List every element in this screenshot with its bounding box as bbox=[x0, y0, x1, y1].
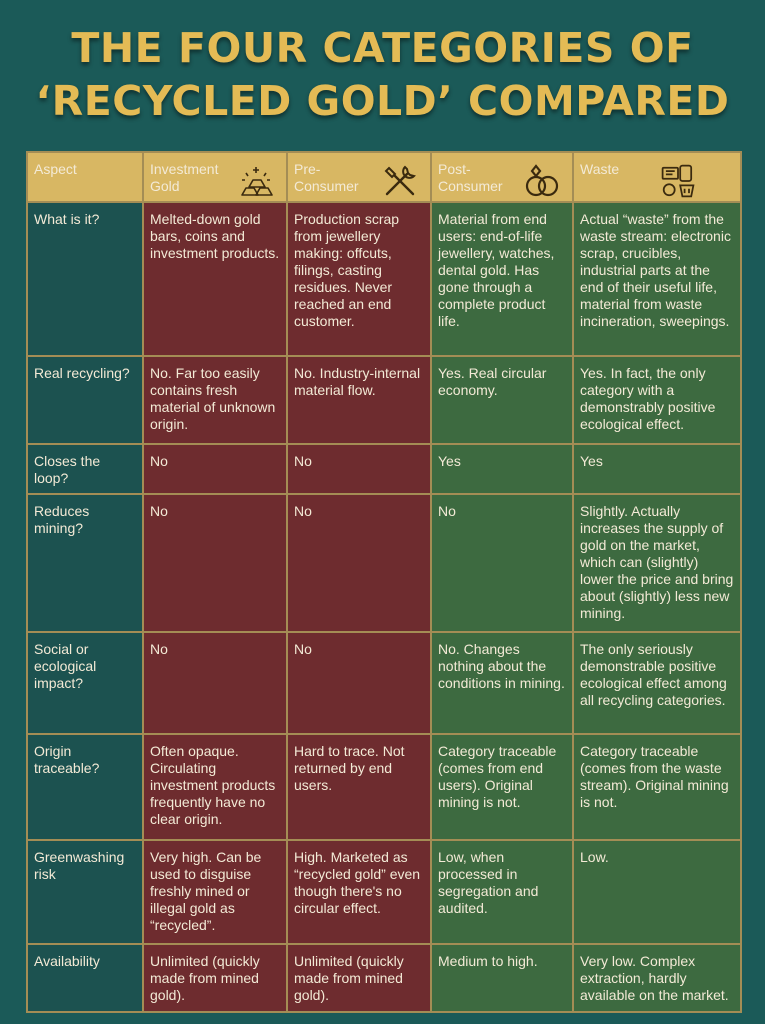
table-cell: Yes bbox=[572, 443, 742, 495]
table-row: What is it? Melted-down gold bars, coins… bbox=[26, 201, 742, 357]
table-cell: Slightly. Actually increases the supply … bbox=[572, 493, 742, 633]
table-cell: Yes. In fact, the only category with a d… bbox=[572, 355, 742, 445]
table-cell: Low, when processed in segregation and a… bbox=[430, 839, 574, 945]
aspect-cell: What is it? bbox=[26, 201, 144, 357]
table-cell: Medium to high. bbox=[430, 943, 574, 1013]
table-cell: Yes bbox=[430, 443, 574, 495]
table-cell: The only seriously demonstrable positive… bbox=[572, 631, 742, 735]
aspect-cell: Closes the loop? bbox=[26, 443, 144, 495]
table-cell: No. Far too easily contains fresh materi… bbox=[142, 355, 288, 445]
header-post-consumer: Post- Consumer bbox=[430, 151, 574, 203]
aspect-cell: Real recycling? bbox=[26, 355, 144, 445]
title-line-2: ‘RECYCLED GOLD’ COMPARED bbox=[35, 77, 730, 125]
comparison-table: Aspect Investment Gold Pre- Consume bbox=[26, 151, 742, 1013]
table-cell: No bbox=[142, 631, 288, 735]
header-pre-consumer: Pre- Consumer bbox=[286, 151, 432, 203]
table-cell: Yes. Real circular economy. bbox=[430, 355, 574, 445]
header-row: Aspect Investment Gold Pre- Consume bbox=[26, 151, 742, 203]
table-cell: No bbox=[286, 631, 432, 735]
table-cell: Category traceable (comes from the waste… bbox=[572, 733, 742, 841]
table-cell: Production scrap from jewellery making: … bbox=[286, 201, 432, 357]
table-cell: No. Industry-internal material flow. bbox=[286, 355, 432, 445]
aspect-cell: Social or ecological impact? bbox=[26, 631, 144, 735]
table-row: Closes the loop? No No Yes Yes bbox=[26, 443, 742, 495]
table-cell: No bbox=[142, 493, 288, 633]
table-cell: Unlimited (quickly made from mined gold)… bbox=[142, 943, 288, 1013]
tools-icon bbox=[384, 165, 416, 196]
table-cell: Melted-down gold bars, coins and investm… bbox=[142, 201, 288, 357]
table-cell: Very high. Can be used to disguise fresh… bbox=[142, 839, 288, 945]
table-row: Real recycling? No. Far too easily conta… bbox=[26, 355, 742, 445]
rings-icon bbox=[525, 164, 559, 197]
table-cell: No bbox=[430, 493, 574, 633]
header-investment-gold: Investment Gold bbox=[142, 151, 288, 203]
aspect-cell: Reduces mining? bbox=[26, 493, 144, 633]
title-line-1: THE FOUR CATEGORIES OF bbox=[71, 24, 694, 72]
table-cell: No bbox=[286, 443, 432, 495]
header-aspect: Aspect bbox=[26, 151, 144, 203]
table-cell: Low. bbox=[572, 839, 742, 945]
electronic-waste-icon bbox=[661, 164, 695, 198]
table-row: Origin traceable? Often opaque. Circulat… bbox=[26, 733, 742, 841]
gold-bars-icon bbox=[241, 167, 273, 196]
table-row: Reduces mining? No No No Slightly. Actua… bbox=[26, 493, 742, 633]
table-row: Greenwashing risk Very high. Can be used… bbox=[26, 839, 742, 945]
aspect-cell: Availability bbox=[26, 943, 144, 1013]
table-cell: No bbox=[142, 443, 288, 495]
table-cell: Unlimited (quickly made from mined gold)… bbox=[286, 943, 432, 1013]
table-row: Social or ecological impact? No No No. C… bbox=[26, 631, 742, 735]
table-cell: Material from end users: end-of-life jew… bbox=[430, 201, 574, 357]
page-title: THE FOUR CATEGORIES OF ‘RECYCLED GOLD’ C… bbox=[0, 22, 765, 128]
table-cell: Often opaque. Circulating investment pro… bbox=[142, 733, 288, 841]
table-cell: Category traceable (comes from end users… bbox=[430, 733, 574, 841]
table-cell: Actual “waste” from the waste stream: el… bbox=[572, 201, 742, 357]
header-waste: Waste bbox=[572, 151, 742, 203]
table-row: Availability Unlimited (quickly made fro… bbox=[26, 943, 742, 1013]
table-cell: No bbox=[286, 493, 432, 633]
table-cell: No. Changes nothing about the conditions… bbox=[430, 631, 574, 735]
aspect-cell: Origin traceable? bbox=[26, 733, 144, 841]
aspect-cell: Greenwashing risk bbox=[26, 839, 144, 945]
table-cell: Very low. Complex extraction, hardly ava… bbox=[572, 943, 742, 1013]
table-cell: Hard to trace. Not returned by end users… bbox=[286, 733, 432, 841]
table-cell: High. Marketed as “recycled gold” even t… bbox=[286, 839, 432, 945]
